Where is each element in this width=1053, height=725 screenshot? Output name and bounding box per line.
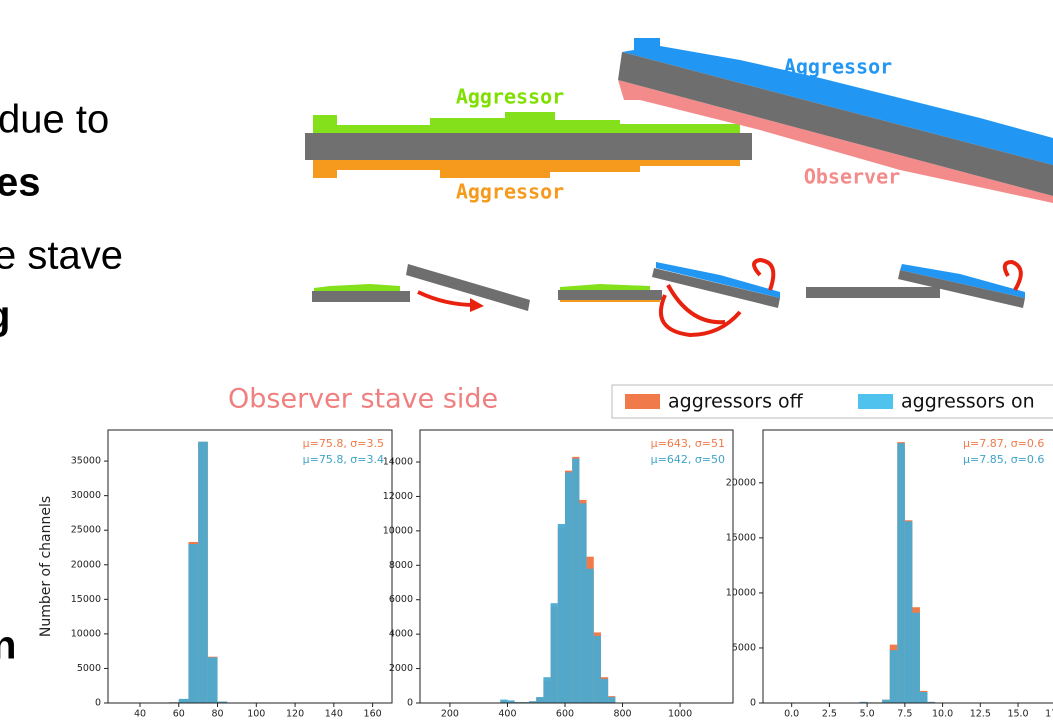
slide-text: n xyxy=(0,624,16,668)
y-tick-label: 6000 xyxy=(389,594,413,605)
diagram-label: Aggressor xyxy=(456,85,564,109)
x-tick-label: 140 xyxy=(325,709,343,720)
y-tick-label: 8000 xyxy=(389,560,413,571)
page: { "slide_text": ["due to", "es", "e stav… xyxy=(0,0,1053,725)
x-tick-label: 60 xyxy=(173,709,185,720)
y-tick-label: 10000 xyxy=(71,628,101,639)
hist-bar xyxy=(594,636,601,703)
slide-text: es xyxy=(0,161,41,205)
y-tick-label: 4000 xyxy=(389,629,413,640)
plot-frame xyxy=(108,430,392,703)
hist-bar xyxy=(579,503,586,703)
y-tick-label: 15000 xyxy=(71,594,101,605)
x-tick-label: 600 xyxy=(556,709,574,720)
x-tick-label: 5.0 xyxy=(860,709,875,720)
slide-text: e stave xyxy=(0,234,123,278)
y-tick-label: 10000 xyxy=(383,525,413,536)
y-tick-label: 25000 xyxy=(71,525,101,536)
legend-label: aggressors on xyxy=(901,391,1035,413)
hist-bar xyxy=(551,603,558,703)
x-tick-label: 400 xyxy=(498,709,516,720)
hist-bar xyxy=(587,569,594,703)
x-tick-label: 2.5 xyxy=(822,709,837,720)
y-tick-label: 15000 xyxy=(726,532,756,543)
slide: due to es e stave g n Aggressor Aggresso… xyxy=(0,0,1053,725)
hist-bar xyxy=(500,700,507,703)
hist-bar xyxy=(179,699,189,703)
x-tick-label: 800 xyxy=(613,709,631,720)
x-tick-label: 120 xyxy=(286,709,304,720)
annotation: μ=642, σ=50 xyxy=(651,453,725,466)
x-tick-label: 40 xyxy=(134,709,146,720)
hist-bar xyxy=(198,442,208,703)
y-tick-label: 0 xyxy=(407,698,413,709)
y-tick-label: 14000 xyxy=(383,457,413,468)
annotation: μ=75.8, σ=3.5 xyxy=(303,437,384,450)
y-tick-label: 35000 xyxy=(71,456,101,467)
y-tick-label: 20000 xyxy=(71,559,101,570)
hist-bar xyxy=(890,650,898,703)
y-tick-label: 5000 xyxy=(732,642,756,653)
hist-bar xyxy=(897,443,905,703)
hist-bar xyxy=(912,613,920,703)
diagram-label: Aggressor xyxy=(456,180,564,204)
y-tick-label: 10000 xyxy=(726,587,756,598)
y-tick-label: 5000 xyxy=(77,663,101,674)
x-tick-label: 1000 xyxy=(668,709,692,720)
diagram-label: Observer xyxy=(804,165,900,189)
legend-swatch xyxy=(625,394,660,409)
hist-bar xyxy=(188,544,198,703)
slide-text: g xyxy=(0,294,10,338)
x-tick-label: 12.5 xyxy=(970,709,991,720)
x-tick-label: 7.5 xyxy=(897,709,912,720)
annotation: μ=7.85, σ=0.6 xyxy=(963,453,1044,466)
hist-bar xyxy=(608,697,615,703)
annotation: μ=643, σ=51 xyxy=(651,437,725,450)
x-tick-label: 15.0 xyxy=(1007,709,1028,720)
hist-bar xyxy=(565,472,572,703)
annotation: μ=75.8, σ=3.4 xyxy=(303,453,384,466)
hist-bar xyxy=(558,524,565,703)
x-tick-label: 200 xyxy=(441,709,459,720)
hist-bar xyxy=(601,679,608,703)
x-tick-label: 0.0 xyxy=(784,709,799,720)
x-tick-label: 10.0 xyxy=(932,709,953,720)
diagram-label: Aggressor xyxy=(784,55,892,79)
y-tick-label: 12000 xyxy=(383,491,413,502)
x-tick-label: 160 xyxy=(364,709,382,720)
y-tick-label: 2000 xyxy=(389,663,413,674)
hist-bar xyxy=(572,459,579,703)
hist-bar xyxy=(920,692,928,703)
legend-label: aggressors off xyxy=(668,391,804,413)
x-tick-label: 17.5 xyxy=(1045,709,1053,720)
y-tick-label: 0 xyxy=(95,698,101,709)
slide-text: due to xyxy=(0,98,109,142)
x-tick-label: 100 xyxy=(247,709,265,720)
y-axis-label: Number of channels xyxy=(38,496,54,637)
annotation: μ=7.87, σ=0.6 xyxy=(963,437,1044,450)
hist-bar xyxy=(208,657,218,703)
x-tick-label: 80 xyxy=(211,709,223,720)
stave-diagram xyxy=(305,38,1053,335)
y-tick-label: 0 xyxy=(750,698,756,709)
legend-swatch xyxy=(858,394,893,409)
y-tick-label: 30000 xyxy=(71,490,101,501)
heading: Observer stave side xyxy=(228,384,498,415)
hist-bar xyxy=(536,697,543,703)
y-tick-label: 20000 xyxy=(726,477,756,488)
hist-bar xyxy=(543,677,550,703)
hist-bar xyxy=(905,521,913,703)
